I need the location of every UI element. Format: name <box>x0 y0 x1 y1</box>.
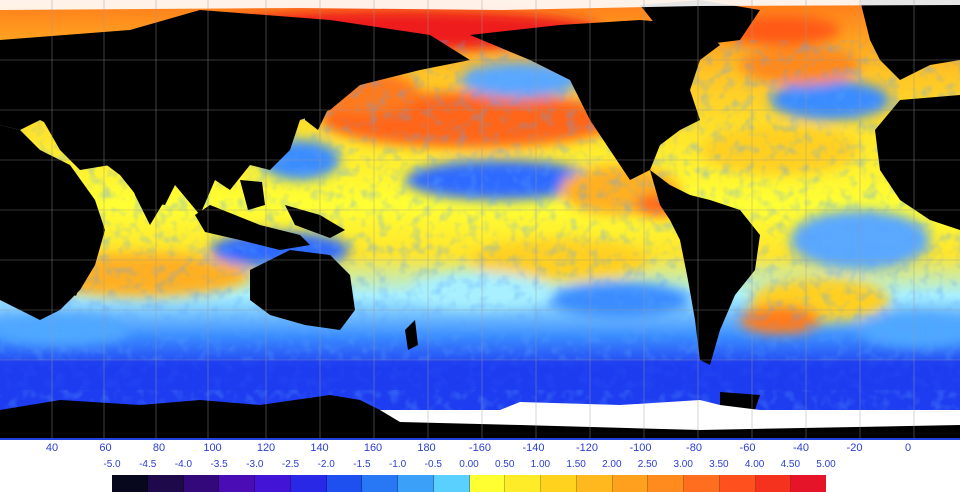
legend-color-swatch <box>398 475 434 492</box>
legend-color-swatch <box>326 475 363 492</box>
legend-scale-label: -4.5 <box>139 459 157 470</box>
legend-color-swatch <box>612 475 649 492</box>
longitude-label: -140 <box>522 442 545 454</box>
legend-color-swatch <box>362 475 398 492</box>
legend-color-swatch <box>576 475 613 492</box>
legend-scale-label: 1.50 <box>566 459 586 470</box>
longitude-label: -100 <box>629 442 652 454</box>
legend-scale-label: 0.00 <box>459 459 479 470</box>
longitude-label: -40 <box>793 442 809 454</box>
longitude-label: -120 <box>575 442 599 454</box>
legend-scale-label: 0.50 <box>494 459 515 470</box>
longitude-label: 120 <box>256 442 276 454</box>
legend-color-swatch <box>433 475 470 492</box>
legend-color-swatch <box>147 475 184 492</box>
legend-scale-label: -1.0 <box>388 459 407 470</box>
legend-scale-label: 3.00 <box>673 459 693 470</box>
longitude-label: -160 <box>468 442 492 454</box>
legend-scale-label: 4.50 <box>780 459 801 470</box>
legend-scale-label: -4.0 <box>174 459 193 470</box>
legend-color-swatch <box>219 475 255 492</box>
longitude-label: 60 <box>99 442 112 454</box>
sea-ice <box>0 0 960 430</box>
legend-scale-label: -1.5 <box>353 459 371 470</box>
legend-scale-label: -3.5 <box>210 459 228 470</box>
legend-color-swatch <box>648 475 684 492</box>
legend-scale-label: -3.0 <box>246 459 264 470</box>
legend-color-swatch <box>183 475 220 492</box>
longitude-label: 80 <box>152 442 166 454</box>
legend-color-swatch <box>684 475 720 492</box>
longitude-label: -60 <box>739 442 756 454</box>
longitude-axis: 40 60 80 100 120 140 160 180 -160 -140 -120 -100 -80… <box>0 440 960 458</box>
legend-scale-label: -2.0 <box>317 459 335 470</box>
legend-color-swatch <box>255 475 291 492</box>
legend-scale-label: 4.00 <box>744 459 765 470</box>
longitude-label: 140 <box>310 442 329 454</box>
legend-scale-label: -5.0 <box>103 459 121 470</box>
southern-cold-band <box>0 360 960 390</box>
legend-color-swatch <box>541 475 577 492</box>
legend-color-bar <box>112 475 826 492</box>
legend-scale-label: 5.00 <box>816 459 836 470</box>
longitude-label: -80 <box>686 442 702 454</box>
legend-scale-label: -0.5 <box>424 459 442 470</box>
sst-anomaly-map <box>0 0 960 440</box>
legend-scale-label: 3.50 <box>709 459 729 470</box>
longitude-label: -20 <box>846 442 863 454</box>
legend-scale-label: 1.00 <box>530 459 551 470</box>
longitude-label: 40 <box>45 442 59 454</box>
legend-color-swatch <box>290 475 327 492</box>
longitude-label: 0 <box>904 442 912 454</box>
legend-color-swatch <box>112 475 148 492</box>
legend-scale-labels: -5.0 -4.5 -4.0 -3.5 -3.0 -2.5 -2.0 -1.5 -1.0 -0.5… <box>0 458 960 474</box>
legend-color-swatch <box>469 475 506 492</box>
legend-scale-label: -2.5 <box>281 459 300 470</box>
legend-scale-label: 2.50 <box>637 459 658 470</box>
land-masses <box>0 0 960 440</box>
legend-color-swatch <box>791 475 826 492</box>
legend-color-swatch <box>719 475 756 492</box>
graticule <box>0 0 960 440</box>
legend-color-swatch <box>505 475 541 492</box>
legend-color-swatch <box>755 475 792 492</box>
longitude-label: 160 <box>363 442 383 454</box>
longitude-label: 180 <box>417 442 436 454</box>
legend-scale-label: 2.00 <box>602 459 622 470</box>
longitude-label: 100 <box>203 442 222 454</box>
